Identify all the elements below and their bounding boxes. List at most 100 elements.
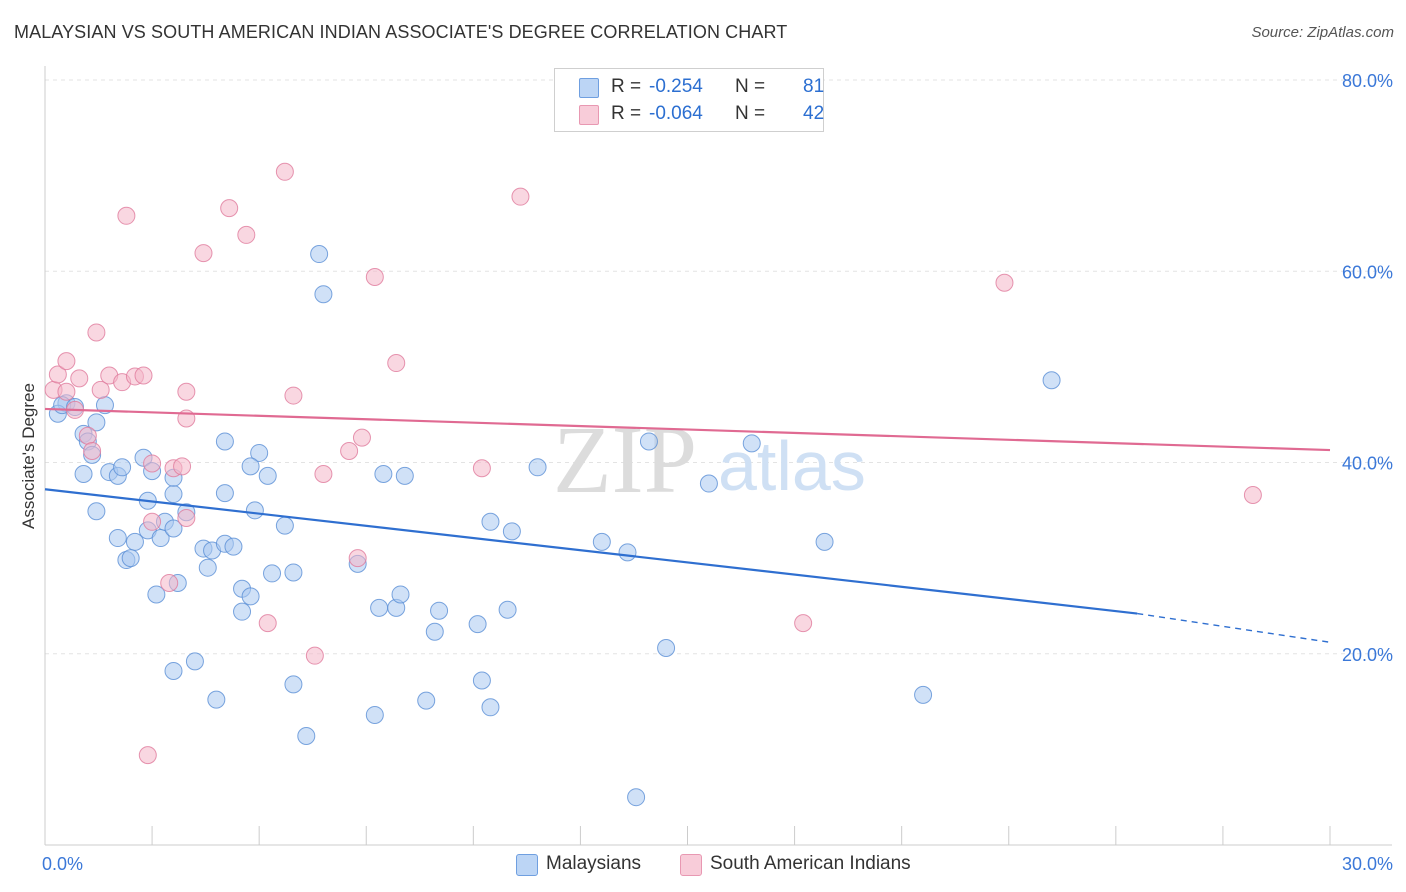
south-american-indian-point (511, 187, 530, 206)
source-label: Source: ZipAtlas.com (1251, 24, 1394, 41)
south-american-indian-point (177, 382, 196, 401)
malaysian-point (1042, 371, 1061, 390)
malaysian-point (498, 600, 517, 619)
malaysian-point (425, 622, 444, 641)
watermark: ZIP atlas (553, 406, 866, 513)
legend-swatch-south-american-indians (579, 105, 599, 125)
y-tick-label: 20.0% (1342, 645, 1393, 665)
legend-swatch-malaysians (516, 854, 538, 876)
malaysian-point (215, 484, 234, 503)
malaysian-point (87, 413, 106, 432)
watermark-zip: ZIP (553, 406, 697, 513)
south-american-indian-point (340, 442, 359, 461)
malaysian-point (207, 690, 226, 709)
malaysian-point (241, 457, 260, 476)
chart-title: MALAYSIAN VS SOUTH AMERICAN INDIAN ASSOC… (14, 22, 788, 42)
malaysian-point (284, 563, 303, 582)
south-american-indian-point (194, 244, 213, 263)
south-american-indian-point (995, 273, 1014, 292)
south-american-indian-point (78, 426, 97, 445)
malaysian-point (468, 615, 487, 634)
axes (44, 66, 1392, 846)
south-american-indian-point (1243, 486, 1262, 505)
malaysian-point (528, 458, 547, 477)
malaysian-point (250, 443, 269, 462)
malaysian-point (284, 675, 303, 694)
south-american-indian-point (160, 573, 179, 592)
malaysian-point (297, 726, 316, 745)
data-points (44, 162, 1262, 807)
r-label: R = (611, 76, 642, 97)
x-tick-label: 30.0% (1342, 854, 1393, 874)
malaysian-point (164, 485, 183, 504)
south-american-indian-point (143, 454, 162, 473)
south-american-indian-point (348, 549, 367, 568)
malaysian-point (627, 788, 646, 807)
south-american-indian-point (258, 614, 277, 633)
y-tick-label: 40.0% (1342, 454, 1393, 474)
malaysian-point (592, 532, 611, 551)
malaysian-point (224, 537, 243, 556)
malaysian-point (914, 685, 933, 704)
watermark-atlas: atlas (718, 427, 866, 505)
malaysian-point (391, 585, 410, 604)
south-american-indian-point (57, 382, 76, 401)
south-american-indian-point (57, 352, 76, 371)
south-american-indian-point (117, 206, 136, 225)
malaysian-point (657, 639, 676, 658)
south-american-indian-point (284, 386, 303, 405)
n-label: N = (735, 103, 766, 124)
south-american-indian-point (70, 369, 89, 388)
legend-label: South American Indians (710, 853, 911, 874)
malaysian-point (215, 432, 234, 451)
south-american-indian-point (173, 457, 192, 476)
south-american-indian-point (138, 746, 157, 765)
malaysian-point (185, 652, 204, 671)
south-american-indian-point (91, 380, 110, 399)
y-axis-label: Associate's Degree (19, 383, 38, 529)
malaysian-point (198, 558, 217, 577)
malaysian-point (310, 245, 329, 264)
malaysian-point (699, 474, 718, 493)
malaysian-point (275, 516, 294, 535)
malaysian-point (164, 661, 183, 680)
south-american-indian-point (237, 225, 256, 244)
south-american-indian-point (275, 162, 294, 181)
malaysian-point (742, 434, 761, 453)
malaysian-point (87, 502, 106, 521)
malaysian-point (113, 458, 132, 477)
malaysian-point (121, 549, 140, 568)
malaysian-point (618, 543, 637, 562)
n-value: 42 (803, 103, 825, 124)
r-value: -0.254 (649, 76, 703, 97)
n-value: 81 (803, 76, 825, 97)
malaysian-point (74, 464, 93, 483)
malaysian-point (502, 522, 521, 541)
malaysian-point (395, 466, 414, 485)
malaysian-point (233, 602, 252, 621)
malaysian-point (639, 432, 658, 451)
malaysian-point (241, 587, 260, 606)
gridlines (45, 79, 1392, 655)
trend-lines (44, 407, 1331, 643)
malaysian-point (263, 564, 282, 583)
malaysian-point (365, 705, 384, 724)
south-american-indian-point (220, 199, 239, 218)
malaysian-point (815, 532, 834, 551)
south-american-indian-point (143, 512, 162, 531)
south-american-indian-point (387, 354, 406, 373)
malaysian-point (481, 512, 500, 531)
malaysian-point (472, 671, 491, 690)
r-label: R = (611, 103, 642, 124)
south-american-indian-point (352, 428, 371, 447)
malaysian-point (374, 464, 393, 483)
malaysian-point (108, 529, 127, 548)
south-american-indian-point (472, 459, 491, 478)
south-american-indian-point (134, 366, 153, 385)
legend-swatch-malaysians (579, 78, 599, 98)
malaysian-point (147, 585, 166, 604)
r-value: -0.064 (649, 103, 703, 124)
south-american-indian-trend-line (44, 407, 1331, 452)
malaysian-point (430, 601, 449, 620)
malaysian-point (245, 501, 264, 520)
